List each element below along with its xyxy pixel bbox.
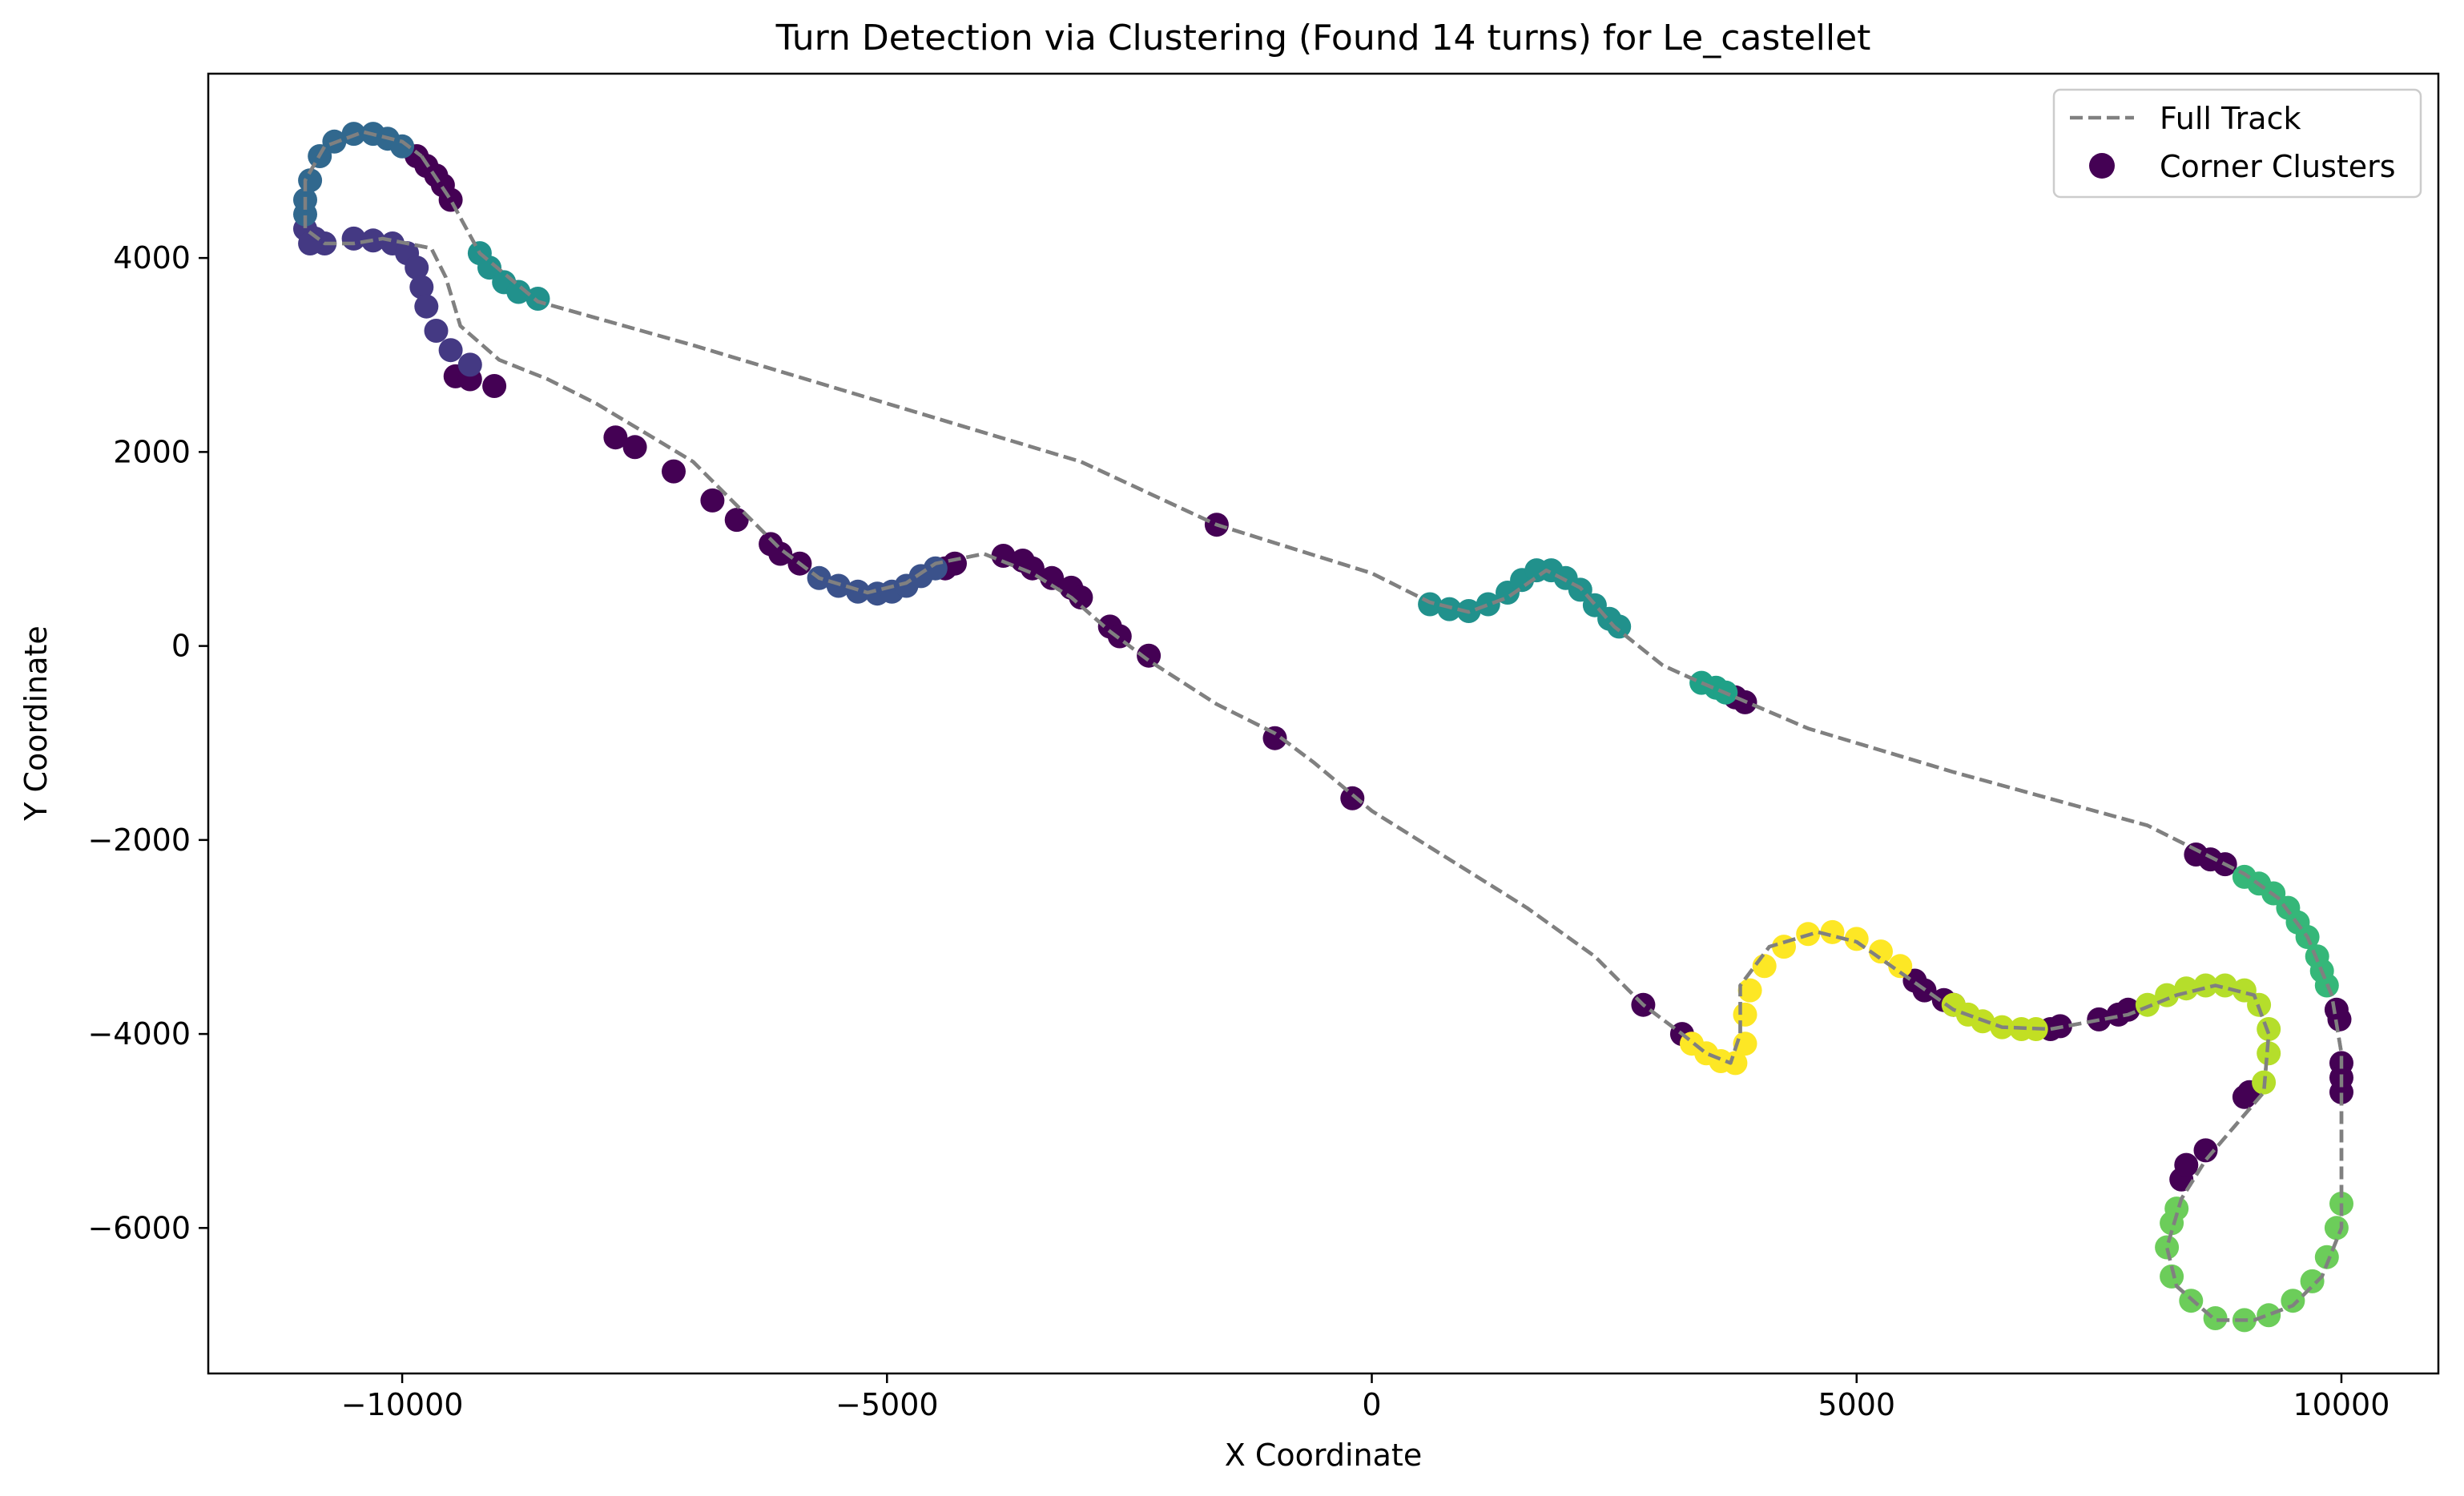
cluster-point xyxy=(1733,1032,1757,1056)
cluster-series xyxy=(1689,670,1738,705)
x-tick-label: 5000 xyxy=(1818,1387,1895,1422)
y-tick-label: 0 xyxy=(171,629,191,664)
cluster-point xyxy=(482,374,507,398)
cluster-point xyxy=(409,275,434,300)
cluster-point xyxy=(603,425,628,450)
cluster-point xyxy=(826,573,851,598)
cluster-point xyxy=(438,187,463,212)
y-tick-label: 2000 xyxy=(113,434,191,469)
chart-title: Turn Detection via Clustering (Found 14 … xyxy=(775,18,1871,58)
cluster-point xyxy=(622,435,647,460)
cluster-point xyxy=(923,556,948,581)
cluster-point xyxy=(2281,1289,2305,1313)
cluster-point xyxy=(700,488,725,513)
legend-frame xyxy=(2052,88,2422,199)
cluster-point xyxy=(1723,1051,1748,1076)
x-tick-label: −5000 xyxy=(835,1387,939,1422)
cluster-point xyxy=(1040,565,1065,590)
cluster-point xyxy=(477,255,501,280)
cluster-point xyxy=(2257,1041,2281,1066)
cluster-point xyxy=(1737,978,1762,1003)
cluster-point xyxy=(2155,1235,2180,1260)
cluster-point xyxy=(943,551,967,576)
cluster-point xyxy=(2193,1138,2218,1163)
cluster-series xyxy=(1941,992,2048,1041)
cluster-point xyxy=(2257,1303,2281,1328)
y-axis-label: Y Coordinate xyxy=(18,625,54,822)
cluster-point xyxy=(1137,643,1162,668)
cluster-point xyxy=(2324,1216,2349,1241)
x-tick-label: −10000 xyxy=(341,1387,464,1422)
cluster-point xyxy=(457,352,482,377)
y-axis: −6000 −4000 −2000 0 2000 4000 xyxy=(87,240,208,1245)
cluster-point xyxy=(424,319,449,343)
legend-full-track-label: Full Track xyxy=(2160,101,2301,136)
cluster-point xyxy=(846,579,870,604)
track-line-overlay xyxy=(303,130,2344,1322)
legend-corner-clusters-swatch xyxy=(2089,153,2115,179)
cluster-point xyxy=(2329,1080,2353,1104)
cluster-series xyxy=(2155,1192,2353,1333)
y-tick-label: −6000 xyxy=(87,1210,191,1245)
cluster-point xyxy=(438,338,463,363)
cluster-point xyxy=(2193,973,2218,998)
cluster-point xyxy=(1340,786,1365,810)
legend-corner-clusters-label: Corner Clusters xyxy=(2160,149,2396,184)
cluster-point xyxy=(1733,1002,1757,1027)
cluster-point xyxy=(525,287,550,311)
cluster-point xyxy=(2174,1152,2199,1177)
cluster-point xyxy=(1020,556,1045,581)
cluster-point xyxy=(1476,592,1500,617)
y-tick-label: 4000 xyxy=(113,240,191,275)
x-tick-label: 0 xyxy=(1362,1387,1381,1422)
cluster-point xyxy=(2212,973,2237,998)
cluster-point xyxy=(414,294,439,319)
cluster-point xyxy=(506,279,531,304)
cluster-point xyxy=(2203,1306,2228,1330)
x-axis-label: X Coordinate xyxy=(1225,1438,1422,1473)
legend: Full Track Corner Clusters xyxy=(2052,88,2422,199)
cluster-point xyxy=(2300,1269,2325,1293)
cluster-point xyxy=(360,228,385,253)
cluster-point xyxy=(298,231,323,255)
cluster-point xyxy=(1069,585,1093,609)
cluster-point xyxy=(768,541,793,566)
x-axis: −10000 −5000 0 5000 10000 xyxy=(341,1373,2390,1422)
cluster-point xyxy=(1888,954,1913,979)
cluster-point xyxy=(390,134,415,159)
cluster-series xyxy=(405,144,2353,1192)
y-tick-label: −2000 xyxy=(87,822,191,858)
cluster-point xyxy=(405,255,429,280)
cluster-point xyxy=(991,544,1016,568)
cluster-point xyxy=(2164,1196,2189,1221)
cluster-point xyxy=(1869,939,1893,964)
cluster-point xyxy=(662,459,686,484)
cluster-point xyxy=(2160,1264,2184,1289)
y-tick-label: −4000 xyxy=(87,1016,191,1052)
plot-frame xyxy=(207,72,2440,1375)
track-overlay-layer xyxy=(303,130,2344,1322)
cluster-point xyxy=(2232,978,2257,1003)
cluster-point xyxy=(1437,597,1462,621)
cluster-point xyxy=(2116,997,2140,1022)
cluster-point xyxy=(2327,1007,2352,1032)
cluster-point xyxy=(1607,614,1632,639)
x-tick-label: 10000 xyxy=(2293,1387,2390,1422)
cluster-point xyxy=(1752,954,1777,979)
